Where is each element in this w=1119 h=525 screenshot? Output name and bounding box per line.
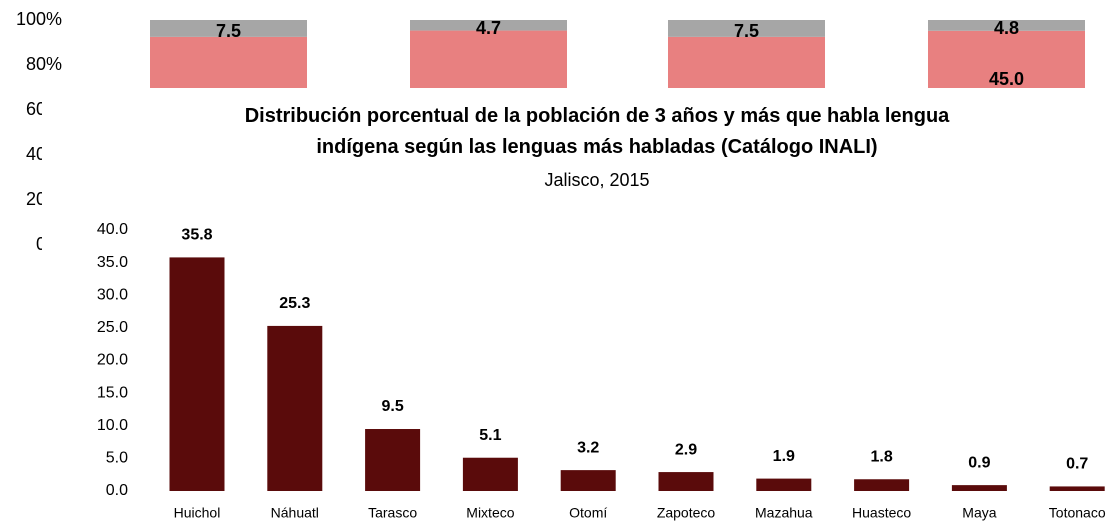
x-tick-label: Huichol: [174, 505, 221, 521]
y-tick-label: 0.0: [106, 482, 128, 499]
value-label: 7.5: [216, 21, 241, 41]
x-tick-label: Zapoteco: [657, 505, 716, 521]
x-tick-label: Otomí: [569, 505, 607, 521]
y-tick-label: 35.0: [97, 254, 128, 271]
chart-title: Distribución porcentual de la población …: [245, 105, 950, 158]
x-tick-label: Mixteco: [466, 505, 514, 521]
bar: [462, 457, 518, 491]
bar: [756, 478, 812, 491]
y-tick-label: 40.0: [97, 221, 128, 238]
chart-subtitle: Jalisco, 2015: [544, 170, 649, 190]
value-label: 9.5: [381, 398, 403, 415]
title-line: indígena según las lenguas más habladas …: [316, 136, 877, 158]
value-label: 35.8: [181, 227, 212, 244]
value-label: 1.9: [773, 448, 795, 465]
y-tick-label: 100%: [16, 9, 62, 29]
y-tick-label: 25.0: [97, 319, 128, 336]
value-label: 25.3: [279, 295, 310, 312]
x-tick-label: Huasteco: [852, 505, 911, 521]
x-tick-label: Maya: [962, 505, 996, 521]
x-tick-label: Tarasco: [368, 505, 417, 521]
value-label: 0.9: [968, 454, 990, 471]
bar-segment: [410, 20, 567, 31]
value-label: 4.7: [476, 18, 501, 38]
bar-segment: [150, 20, 307, 37]
value-label: 2.9: [675, 441, 697, 458]
bar-segment: [928, 20, 1085, 31]
bar: [658, 472, 714, 491]
x-tick-label: Náhuatl: [271, 505, 319, 521]
y-tick-label: 20.0: [97, 352, 128, 369]
value-label: 0.7: [1066, 456, 1088, 473]
x-tick-label: Totonaco: [1049, 505, 1106, 521]
y-tick-label: 80%: [26, 54, 62, 74]
y-tick-label: 5.0: [106, 450, 128, 467]
y-tick-label: 10.0: [97, 417, 128, 434]
y-tick-label: 30.0: [97, 286, 128, 303]
value-label: 3.2: [577, 439, 599, 456]
value-label: 5.1: [479, 427, 501, 444]
y-tick-label: 15.0: [97, 384, 128, 401]
title-line: Distribución porcentual de la población …: [245, 105, 950, 127]
bar: [560, 470, 616, 491]
value-label: 1.8: [870, 448, 892, 465]
bar-segment: [668, 20, 825, 37]
x-tick-label: Mazahua: [755, 505, 813, 521]
bar: [267, 325, 323, 491]
bar: [1049, 486, 1105, 491]
bar: [951, 485, 1007, 491]
value-label: 4.8: [994, 18, 1019, 38]
bar: [169, 257, 225, 491]
main-chart: Distribución porcentual de la población …: [97, 105, 1106, 520]
annotation: 45.0: [989, 69, 1024, 89]
bar: [365, 429, 421, 491]
bar: [854, 479, 910, 491]
value-label: 7.5: [734, 21, 759, 41]
